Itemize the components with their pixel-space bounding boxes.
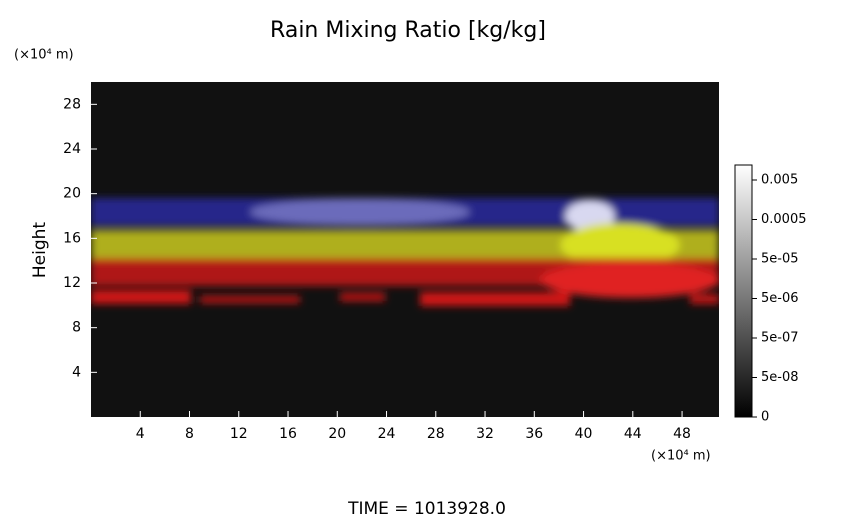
x-tick-label: 48 xyxy=(673,426,691,442)
y-tick-label: 4 xyxy=(72,364,81,380)
colorbar xyxy=(734,164,753,418)
x-tick-label: 44 xyxy=(624,426,642,442)
y-tick-label: 16 xyxy=(63,230,81,246)
colorbar-tick-label: 0.005 xyxy=(761,173,798,188)
y-tick-label: 8 xyxy=(72,320,81,336)
x-tick-label: 20 xyxy=(328,426,346,442)
x-tick-label: 32 xyxy=(476,426,494,442)
colorbar-tick-label: 0.0005 xyxy=(761,212,807,227)
y-tick-label: 28 xyxy=(63,96,81,112)
colorbar-tick-label: 5e-08 xyxy=(761,370,799,385)
x-tick-label: 40 xyxy=(575,426,593,442)
colorbar-tick-label: 5e-07 xyxy=(761,331,799,346)
colorbar-tick-label: 0 xyxy=(761,410,769,425)
y-tick-label: 20 xyxy=(63,186,81,202)
volume-render xyxy=(91,198,719,306)
chart-title: Rain Mixing Ratio [kg/kg] xyxy=(270,18,546,43)
x-tick-label: 8 xyxy=(185,426,194,442)
x-tick-label: 16 xyxy=(279,426,297,442)
x-tick-label: 4 xyxy=(136,426,145,442)
y-axis-label: Height xyxy=(30,222,50,279)
y-tick-label: 12 xyxy=(63,275,81,291)
colorbar-tick-label: 5e-05 xyxy=(761,252,799,267)
y-unit: (×10⁴ m) xyxy=(14,48,74,63)
y-tick-label: 24 xyxy=(63,141,81,157)
x-tick-label: 28 xyxy=(427,426,445,442)
x-tick-label: 24 xyxy=(378,426,396,442)
colorbar-tick-label: 5e-06 xyxy=(761,291,799,306)
x-tick-label: 12 xyxy=(230,426,248,442)
x-tick-label: 36 xyxy=(525,426,543,442)
x-unit: (×10⁴ m) xyxy=(651,449,711,464)
footer-time: TIME = 1013928.0 xyxy=(347,499,506,519)
